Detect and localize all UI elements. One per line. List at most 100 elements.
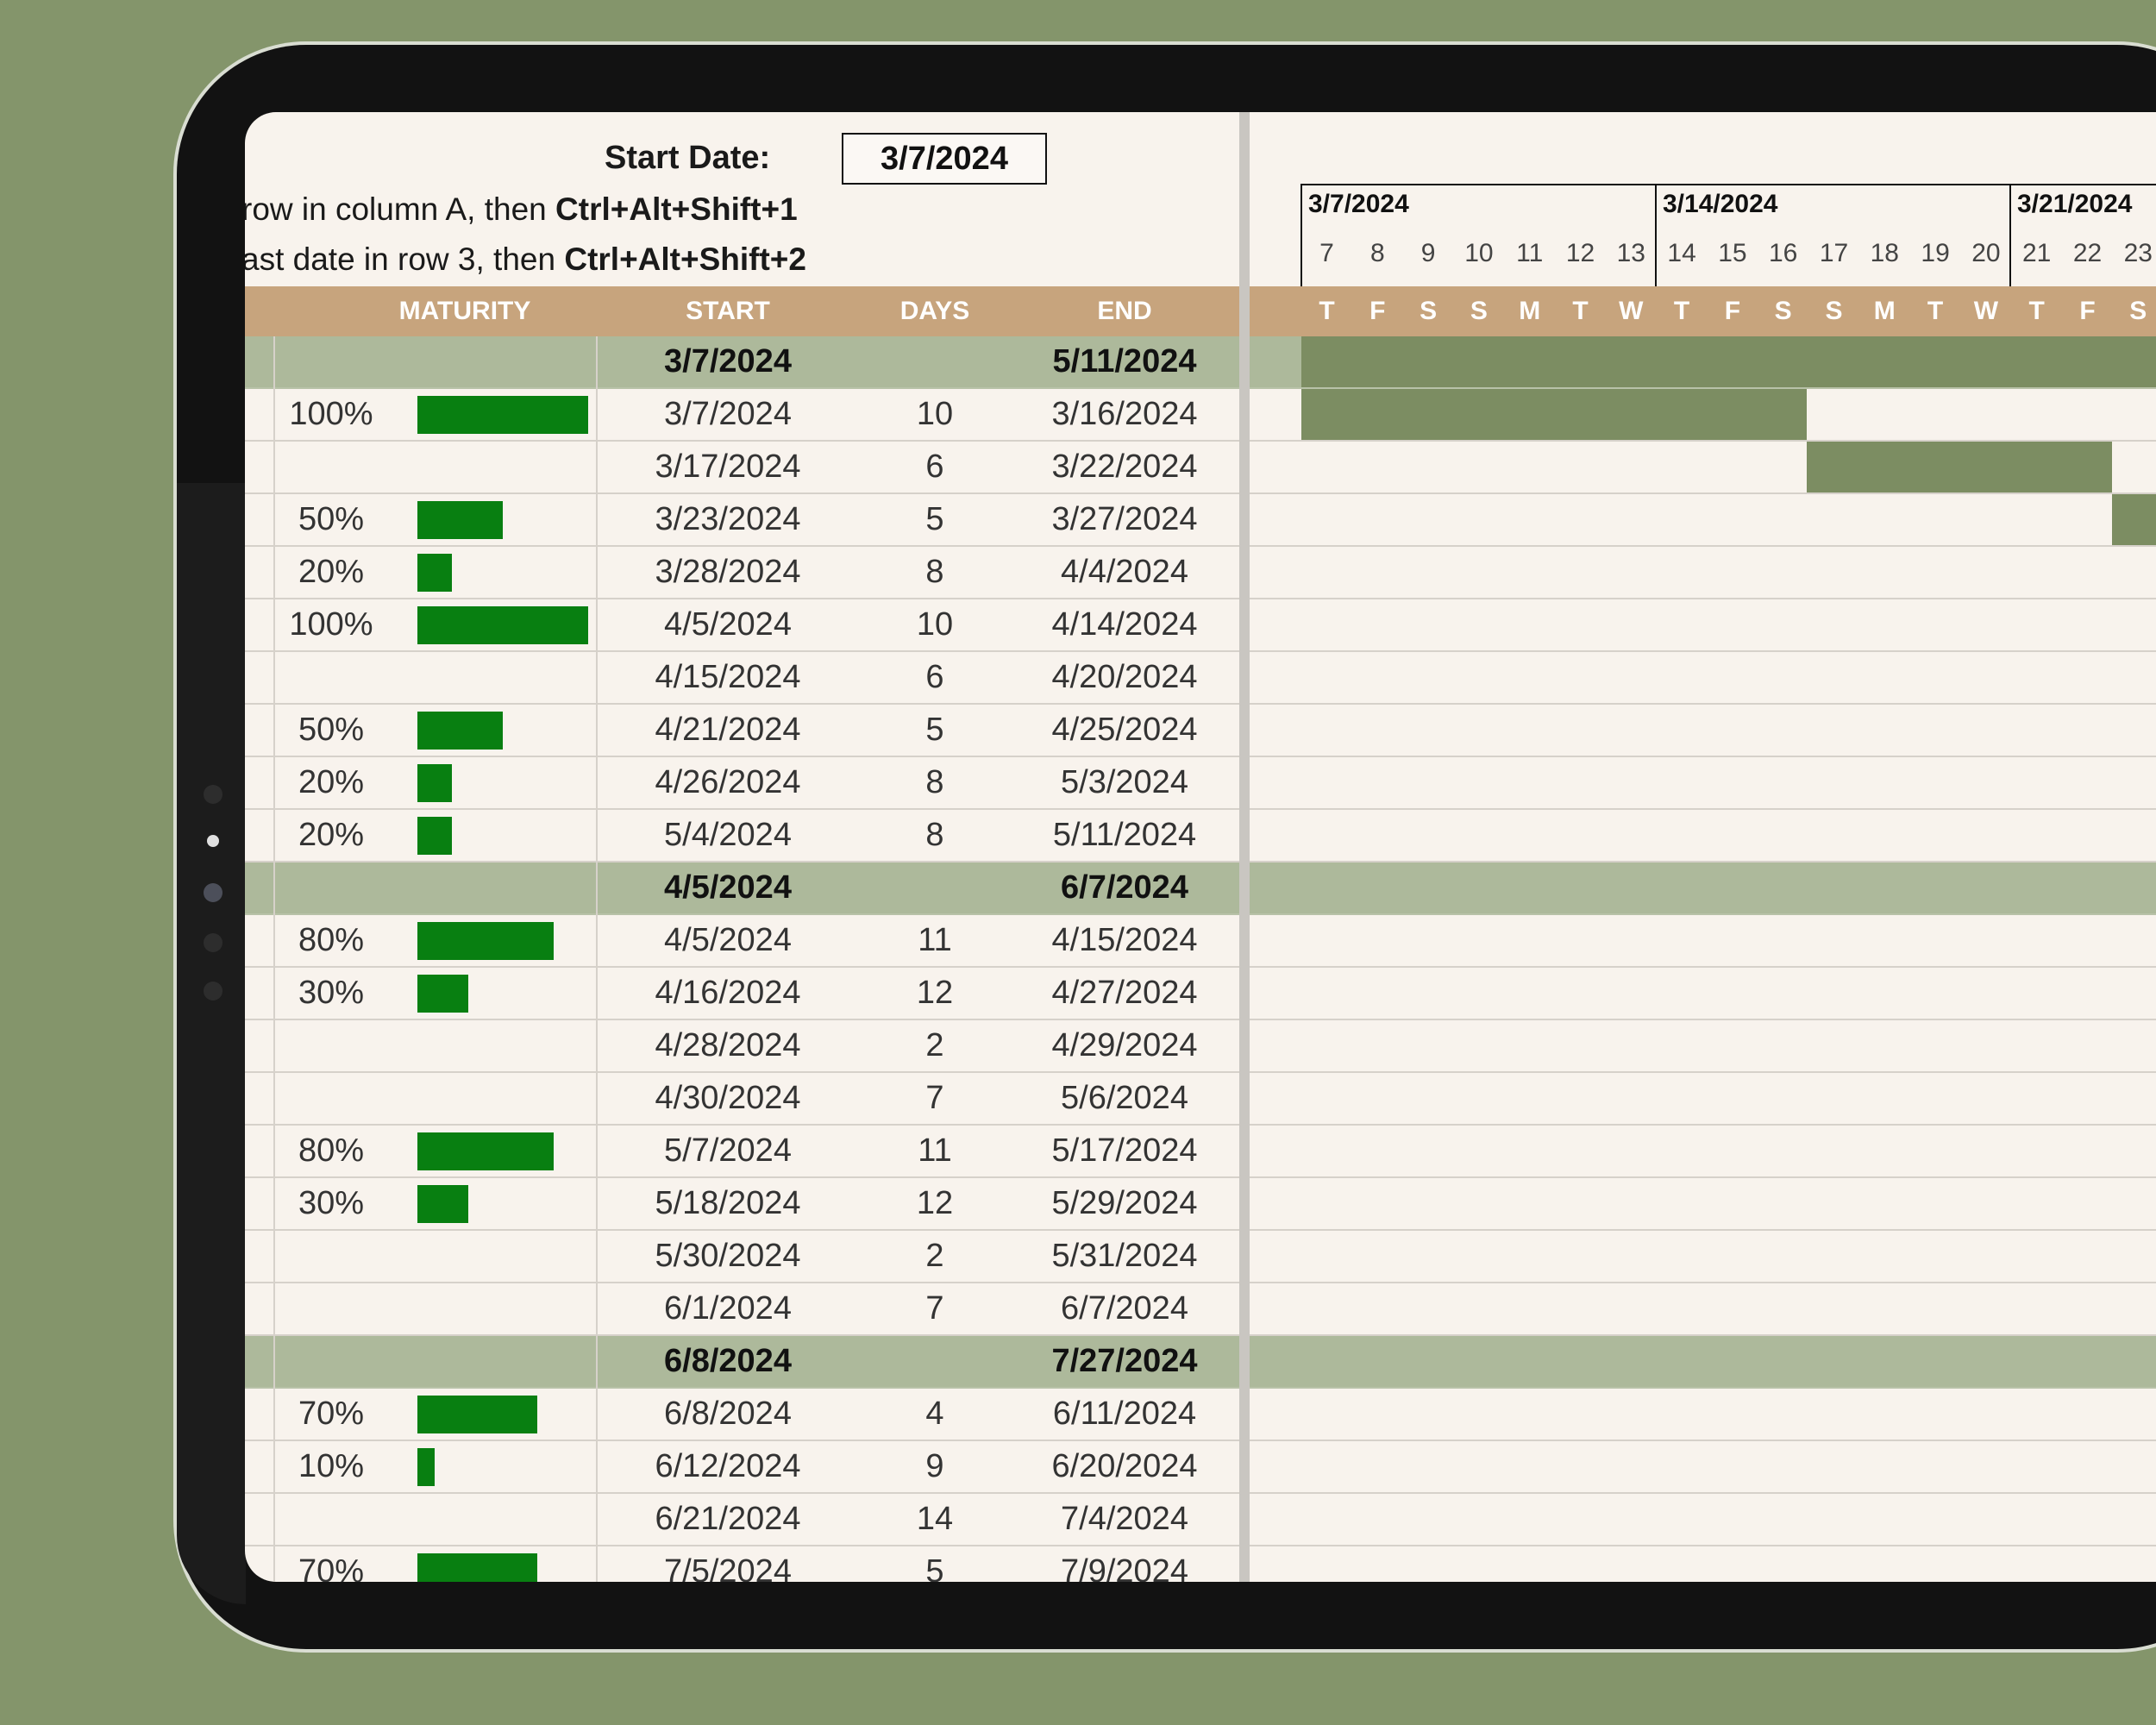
task-row[interactable]: 20% 4/26/2024 8 5/3/2024 (245, 757, 2156, 810)
start-date-cell[interactable]: 4/30/2024 (655, 1080, 801, 1116)
duration-cell[interactable]: 10 (916, 396, 954, 432)
duration-cell[interactable] (866, 336, 1004, 387)
start-date-cell[interactable]: 3/7/2024 (664, 396, 792, 432)
end-date-cell[interactable]: 5/6/2024 (1061, 1080, 1188, 1116)
phase-row[interactable]: 6/8/2024 7/27/2024 (245, 1336, 2156, 1389)
task-row[interactable]: 30% 5/18/2024 12 5/29/2024 (245, 1178, 2156, 1231)
start-date-cell[interactable]: 4/5/2024 (664, 869, 792, 906)
end-date-cell[interactable]: 5/17/2024 (1051, 1132, 1198, 1169)
start-date-cell[interactable]: 5/7/2024 (664, 1132, 792, 1169)
start-date-cell[interactable]: 6/8/2024 (664, 1396, 792, 1432)
duration-cell[interactable]: 5 (925, 501, 944, 537)
duration-cell[interactable]: 8 (925, 554, 944, 590)
duration-cell[interactable]: 7 (925, 1290, 944, 1327)
task-row[interactable]: 100% 4/5/2024 10 4/14/2024 (245, 599, 2156, 652)
duration-cell[interactable]: 12 (916, 1185, 954, 1221)
task-row[interactable]: 10% 6/12/2024 9 6/20/2024 (245, 1441, 2156, 1494)
task-row[interactable]: 6/1/2024 7 6/7/2024 (245, 1283, 2156, 1336)
task-row[interactable]: 50% 3/23/2024 5 3/27/2024 (245, 494, 2156, 547)
start-date-cell[interactable]: 6/8/2024 (664, 1343, 792, 1379)
frozen-pane-divider[interactable] (1239, 112, 1250, 1582)
duration-cell[interactable]: 6 (925, 448, 944, 485)
task-row[interactable]: 5/30/2024 2 5/31/2024 (245, 1231, 2156, 1283)
start-date-cell[interactable]: 3/23/2024 (655, 501, 801, 537)
task-row[interactable]: 70% 7/5/2024 5 7/9/2024 (245, 1546, 2156, 1582)
start-date-cell[interactable]: 5/30/2024 (655, 1238, 801, 1274)
gantt-phase-bar[interactable] (1301, 336, 2156, 387)
start-date-cell[interactable]: 6/1/2024 (664, 1290, 792, 1327)
duration-cell[interactable]: 5 (925, 1553, 944, 1582)
task-row[interactable]: 50% 4/21/2024 5 4/25/2024 (245, 705, 2156, 757)
duration-cell[interactable]: 6 (925, 659, 944, 695)
end-date-cell[interactable]: 7/9/2024 (1061, 1553, 1188, 1582)
gantt-task-bar[interactable] (1807, 442, 2112, 492)
task-row[interactable]: 3/17/2024 6 3/22/2024 (245, 442, 2156, 494)
start-date-cell[interactable]: 3/7/2024 (664, 343, 792, 380)
end-date-cell[interactable]: 4/27/2024 (1051, 975, 1198, 1011)
duration-cell[interactable]: 2 (925, 1238, 944, 1274)
end-date-cell[interactable]: 3/22/2024 (1051, 448, 1198, 485)
task-row[interactable]: 6/21/2024 14 7/4/2024 (245, 1494, 2156, 1546)
duration-cell[interactable]: 10 (916, 606, 954, 643)
start-date-cell[interactable]: 6/21/2024 (655, 1501, 801, 1537)
duration-cell[interactable] (866, 1336, 1004, 1387)
duration-cell[interactable]: 7 (925, 1080, 944, 1116)
end-date-cell[interactable]: 4/29/2024 (1051, 1027, 1198, 1063)
task-row[interactable]: 4/15/2024 6 4/20/2024 (245, 652, 2156, 705)
column-header-days[interactable]: DAYS (899, 297, 970, 325)
start-date-cell[interactable]: 4/16/2024 (655, 975, 801, 1011)
end-date-cell[interactable]: 7/27/2024 (1051, 1343, 1198, 1379)
end-date-cell[interactable]: 3/27/2024 (1051, 501, 1198, 537)
column-header-end[interactable]: END (1097, 297, 1152, 325)
start-date-cell[interactable]: 4/5/2024 (664, 922, 792, 958)
duration-cell[interactable] (866, 862, 1004, 913)
start-date-input[interactable]: 3/7/2024 (842, 133, 1047, 185)
task-row[interactable]: 100% 3/7/2024 10 3/16/2024 (245, 389, 2156, 442)
end-date-cell[interactable]: 4/15/2024 (1051, 922, 1198, 958)
start-date-cell[interactable]: 7/5/2024 (664, 1553, 792, 1582)
phase-row[interactable]: 4/5/2024 6/7/2024 (245, 862, 2156, 915)
start-date-cell[interactable]: 4/15/2024 (655, 659, 801, 695)
task-row[interactable]: 80% 5/7/2024 11 5/17/2024 (245, 1126, 2156, 1178)
end-date-cell[interactable]: 3/16/2024 (1051, 396, 1198, 432)
task-row[interactable]: 20% 5/4/2024 8 5/11/2024 (245, 810, 2156, 862)
duration-cell[interactable]: 5 (925, 712, 944, 748)
duration-cell[interactable]: 14 (916, 1501, 954, 1537)
start-date-cell[interactable]: 4/26/2024 (655, 764, 801, 800)
task-row[interactable]: 4/30/2024 7 5/6/2024 (245, 1073, 2156, 1126)
task-row[interactable]: 70% 6/8/2024 4 6/11/2024 (245, 1389, 2156, 1441)
duration-cell[interactable]: 11 (918, 922, 952, 958)
start-date-cell[interactable]: 4/28/2024 (655, 1027, 801, 1063)
start-date-cell[interactable]: 5/4/2024 (664, 817, 792, 853)
end-date-cell[interactable]: 4/4/2024 (1061, 554, 1188, 590)
duration-cell[interactable]: 4 (925, 1396, 944, 1432)
end-date-cell[interactable]: 6/7/2024 (1061, 1290, 1188, 1327)
end-date-cell[interactable]: 5/3/2024 (1061, 764, 1188, 800)
task-row[interactable]: 30% 4/16/2024 12 4/27/2024 (245, 968, 2156, 1020)
duration-cell[interactable]: 8 (925, 817, 944, 853)
end-date-cell[interactable]: 7/4/2024 (1061, 1501, 1188, 1537)
end-date-cell[interactable]: 6/11/2024 (1052, 1396, 1197, 1432)
end-date-cell[interactable]: 4/25/2024 (1051, 712, 1198, 748)
end-date-cell[interactable]: 5/31/2024 (1051, 1238, 1198, 1274)
duration-cell[interactable]: 11 (918, 1132, 952, 1169)
end-date-cell[interactable]: 6/7/2024 (1061, 869, 1188, 906)
end-date-cell[interactable]: 4/14/2024 (1051, 606, 1198, 643)
start-date-cell[interactable]: 4/21/2024 (655, 712, 801, 748)
column-header-start[interactable]: START (686, 297, 770, 325)
start-date-cell[interactable]: 6/12/2024 (655, 1448, 801, 1484)
duration-cell[interactable]: 12 (916, 975, 954, 1011)
gantt-task-bar[interactable] (2112, 494, 2156, 545)
gantt-task-bar[interactable] (1301, 389, 1807, 440)
duration-cell[interactable]: 8 (925, 764, 944, 800)
end-date-cell[interactable]: 4/20/2024 (1051, 659, 1198, 695)
end-date-cell[interactable]: 6/20/2024 (1051, 1448, 1198, 1484)
end-date-cell[interactable]: 5/11/2024 (1052, 817, 1197, 853)
duration-cell[interactable]: 2 (925, 1027, 944, 1063)
end-date-cell[interactable]: 5/11/2024 (1052, 343, 1197, 380)
duration-cell[interactable]: 9 (925, 1448, 944, 1484)
start-date-cell[interactable]: 3/28/2024 (655, 554, 801, 590)
column-header-maturity[interactable]: MATURITY (398, 297, 531, 325)
task-row[interactable]: 20% 3/28/2024 8 4/4/2024 (245, 547, 2156, 599)
task-row[interactable]: 80% 4/5/2024 11 4/15/2024 (245, 915, 2156, 968)
